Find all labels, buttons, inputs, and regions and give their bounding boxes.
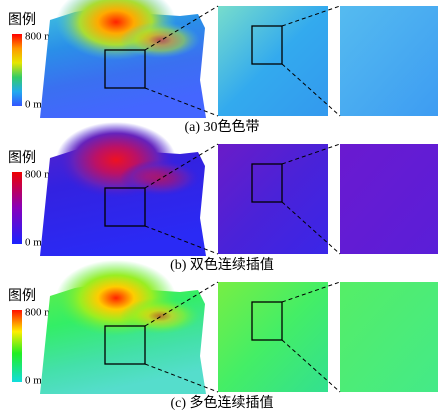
zoom-view-2 (340, 6, 438, 116)
zoom-box (251, 301, 283, 341)
legend-title: 图例 (8, 12, 36, 28)
zoom-view-2 (340, 282, 438, 392)
color-bar (12, 172, 22, 244)
zoom-box (104, 325, 146, 365)
zoom-view-1 (218, 144, 328, 254)
legend-max-label: 800 m (25, 31, 53, 43)
legend-max-label: 800 m (25, 307, 53, 319)
legend-min-label: 0 m (25, 375, 42, 387)
panel-row: 图例 800 m 0 m (b) 双色连续插值 (8, 122, 438, 273)
terrain-ridge (120, 160, 200, 196)
connector (281, 143, 341, 165)
legend-title: 图例 (8, 150, 36, 166)
zoom-box (251, 25, 283, 65)
zoom-box (251, 163, 283, 203)
zoom-box (104, 187, 146, 227)
legend-max-label: 800 m (25, 169, 53, 181)
legend-min-label: 0 m (25, 237, 42, 249)
zoom-view-1 (218, 282, 328, 392)
caption: (c) 多色连续插值 (170, 394, 273, 411)
connector (281, 339, 341, 393)
connector (144, 225, 219, 255)
panel-row: 图例 800 m 0 m (c) 多色连续插值 (8, 260, 438, 411)
terrain-ridge (120, 22, 200, 58)
legend-min-label: 0 m (25, 99, 42, 111)
caption: (a) 30色色带 (184, 118, 259, 135)
caption: (b) 双色连续插值 (170, 256, 274, 273)
connector (144, 5, 219, 51)
zoom-view-2 (340, 144, 438, 254)
connector (281, 281, 341, 303)
connector (144, 363, 219, 393)
connector (281, 5, 341, 27)
connector (281, 63, 341, 117)
legend-title: 图例 (8, 288, 36, 304)
connector (144, 87, 219, 117)
connector (144, 143, 219, 189)
terrain-ridge (120, 298, 200, 334)
connector (144, 281, 219, 327)
connector (281, 201, 341, 255)
color-bar (12, 34, 22, 106)
color-bar (12, 310, 22, 382)
panel-row: 图例 800 m 0 m (a) 30色色带 (8, 0, 438, 135)
zoom-view-1 (218, 6, 328, 116)
zoom-box (104, 49, 146, 89)
